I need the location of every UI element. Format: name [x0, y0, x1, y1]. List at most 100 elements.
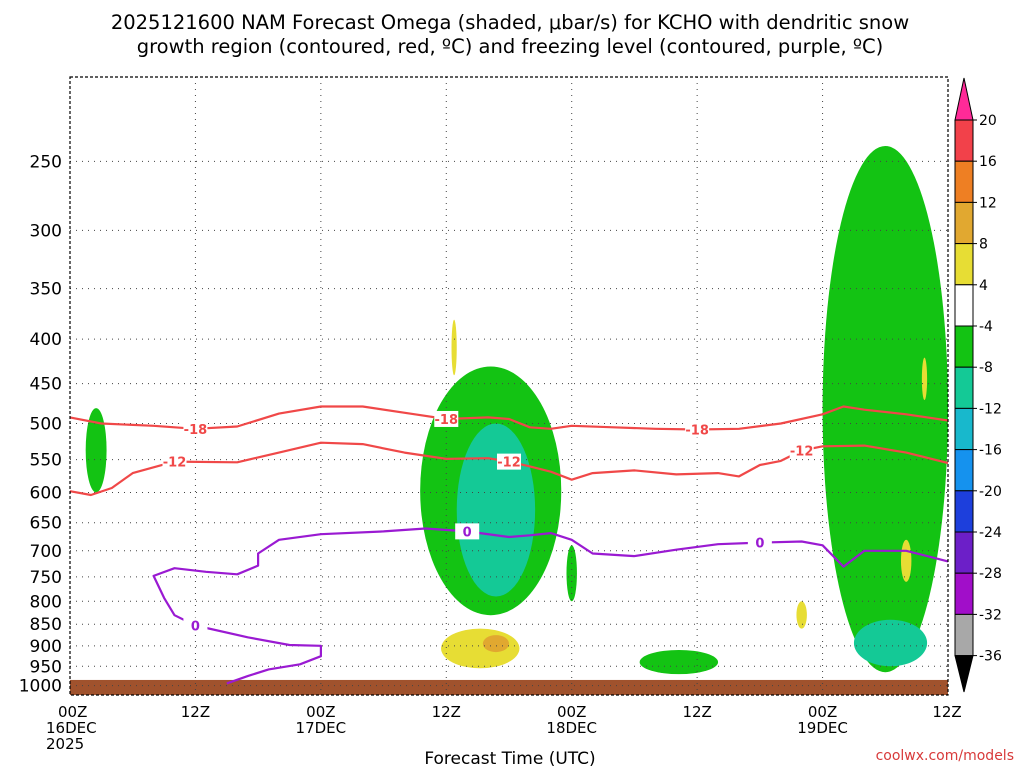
x-tick-label-5-0: 12Z	[682, 703, 711, 721]
colorbar-label-2: 12	[979, 195, 997, 211]
colorbar-cell-8	[954, 407, 974, 451]
y-tick-label-7: 600	[30, 483, 62, 503]
colorbar-label-9: -20	[979, 484, 1002, 500]
colorbar-label-1: 16	[979, 154, 997, 170]
contour-label-bg-2-1	[455, 523, 480, 540]
x-tick-label-6-1: 19DEC	[797, 719, 848, 737]
x-axis-label: Forecast Time (UTC)	[424, 749, 595, 768]
chart-title-line1: 2025121600 NAM Forecast Omega (shaded, μ…	[111, 11, 909, 34]
omega-shade-6	[853, 619, 928, 667]
contour-label-1-1: -12	[497, 456, 521, 471]
x-tick-label-7-0: 12Z	[932, 703, 961, 721]
plot-frame	[69, 76, 949, 696]
x-tick-label-0-2: 2025	[46, 735, 84, 753]
y-tick-label-9: 700	[30, 542, 62, 562]
credit-text: coolwx.com/models	[876, 748, 1014, 764]
contour-label-0-0: -18	[184, 423, 208, 438]
contour-line-2	[152, 527, 949, 685]
colorbar-cell-14	[954, 655, 974, 693]
colorbar-cell-9	[954, 449, 974, 492]
contour-label-1-2: -12	[790, 445, 814, 460]
omega-shade-11	[900, 539, 912, 582]
colorbar-label-13: -36	[979, 649, 1002, 665]
contour-label-2-1: 0	[463, 525, 472, 540]
x-tick-label-0-1: 16DEC	[46, 719, 97, 737]
y-tick-label-12: 850	[30, 615, 62, 635]
omega-shade-12	[921, 357, 928, 401]
colorbar-label-7: -12	[979, 401, 1002, 417]
y-tick-label-11: 800	[30, 592, 62, 612]
contour-label-1-0: -12	[163, 456, 187, 471]
colorbar-cell-2	[954, 160, 974, 203]
contour-label-bg-0-1	[434, 410, 459, 427]
colorbar-label-3: 8	[979, 237, 988, 253]
x-tick-label-4-0: 00Z	[557, 703, 586, 721]
x-tick-label-1-0: 12Z	[181, 703, 210, 721]
colorbar-cell-7	[954, 366, 974, 409]
y-tick-label-10: 750	[30, 568, 62, 588]
colorbar-cell-1	[954, 119, 974, 162]
y-tick-label-13: 900	[30, 637, 62, 657]
colorbar-label-10: -24	[979, 525, 1002, 541]
colorbar-label-11: -28	[979, 566, 1002, 582]
plot-area: -18 -18 -18 -12 -12 -12 0 0 0 250 300 350 400 450 500 5…	[19, 76, 962, 753]
omega-shade-5	[822, 145, 948, 673]
x-tick-label-3-0: 12Z	[432, 703, 461, 721]
colorbar-cell-10	[954, 490, 974, 533]
contour-label-bg-2-2	[747, 534, 772, 551]
colorbar-cell-4	[954, 243, 974, 286]
colorbar-label-6: -8	[979, 360, 993, 376]
colorbar-label-4: 4	[979, 278, 988, 294]
contour-label-bg-1-1	[497, 453, 521, 470]
y-tick-label-6: 550	[30, 451, 62, 471]
omega-shade-9	[451, 319, 457, 376]
contour-label-bg-0-0	[183, 420, 208, 437]
y-tick-label-1: 300	[30, 221, 62, 241]
omega-shade-8	[482, 635, 509, 653]
y-tick-label-8: 650	[30, 514, 62, 534]
terrain-fill	[70, 679, 948, 695]
contour-label-bg-0-2	[685, 421, 710, 438]
contour-label-bg-1-0	[162, 453, 187, 470]
y-tick-label-3: 400	[30, 330, 62, 350]
x-tick-label-2-1: 17DEC	[296, 719, 347, 737]
colorbar-label-8: -16	[979, 443, 1002, 459]
x-tick-label-2-0: 00Z	[306, 703, 335, 721]
contour-label-2-2: 0	[755, 537, 764, 552]
omega-shade-10	[796, 601, 807, 629]
x-tick-label-0-0: 00Z	[58, 703, 87, 721]
contour-label-0-1: -18	[435, 413, 459, 428]
colorbar-cell-5	[954, 284, 974, 327]
colorbar: 20 16 12 8 4 -4 -8 -12 -16 -20 -24 -28 -32 -36	[954, 77, 1002, 693]
omega-shade-2	[456, 423, 536, 597]
contour-label-2-0: 0	[191, 620, 200, 635]
colorbar-label-12: -32	[979, 607, 1002, 623]
omega-shade-4	[639, 649, 719, 675]
contour-label-0-2: -18	[685, 424, 709, 439]
omega-shade-3	[566, 545, 577, 602]
colorbar-label-5: -4	[979, 319, 993, 335]
y-tick-label-4: 450	[30, 375, 62, 395]
colorbar-cell-0	[954, 77, 974, 121]
colorbar-cell-13	[954, 613, 974, 657]
y-tick-label-2: 350	[30, 280, 62, 300]
chart-title-line2: growth region (contoured, red, ºC) and f…	[137, 35, 884, 58]
y-tick-label-0: 250	[30, 152, 62, 172]
contour-label-bg-1-2	[789, 442, 814, 459]
x-tick-label-6-0: 00Z	[808, 703, 837, 721]
colorbar-cell-12	[954, 572, 974, 615]
x-tick-label-4-1: 18DEC	[546, 719, 597, 737]
contour-line-0	[69, 405, 949, 431]
colorbar-cell-6	[954, 325, 974, 368]
y-tick-label-15: 1000	[19, 677, 62, 697]
omega-shade-7	[441, 628, 520, 669]
y-tick-label-14: 950	[30, 657, 62, 677]
omega-shade-0	[85, 408, 107, 493]
colorbar-label-0: 20	[979, 113, 997, 129]
contour-label-bg-2-0	[183, 617, 208, 634]
y-tick-label-5: 500	[30, 415, 62, 435]
colorbar-cell-11	[954, 531, 974, 574]
colorbar-cell-3	[954, 201, 974, 245]
